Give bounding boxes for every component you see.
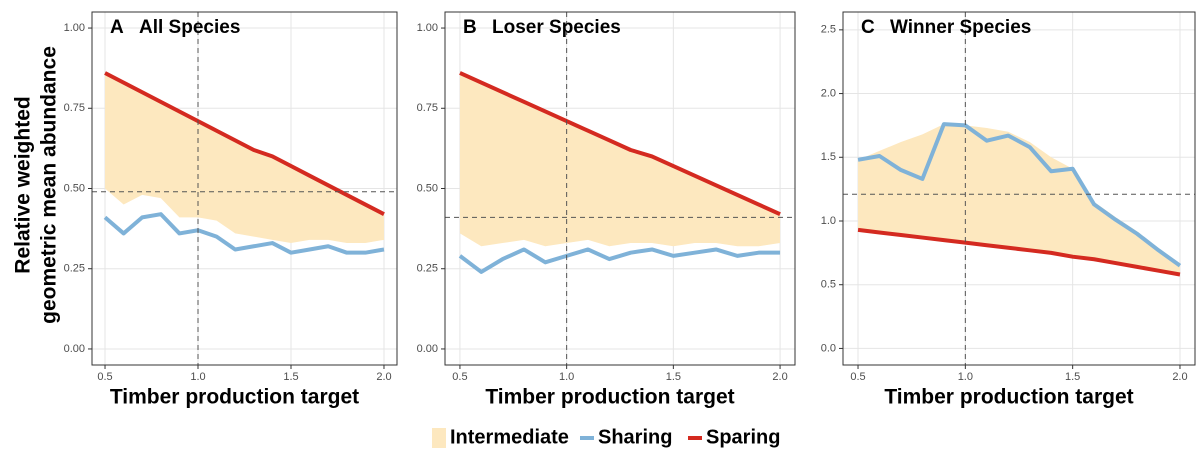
intermediate-band [459, 72, 781, 247]
x-tick-label: 0.5 [452, 371, 467, 383]
series-line [857, 122, 1182, 268]
y-tick-label: 0.75 [417, 102, 438, 114]
x-tick-label: 1.0 [190, 371, 205, 383]
x-tick-label: 1.5 [666, 371, 681, 383]
x-tick-label: 1.5 [283, 371, 298, 383]
x-axis-label: Timber production target [884, 386, 1133, 409]
x-tick-label: 1.5 [1065, 371, 1080, 383]
series-line [857, 227, 1181, 277]
y-tick-label: 0.25 [417, 263, 438, 275]
x-tick-label: 0.5 [97, 371, 112, 383]
series-line [103, 212, 385, 255]
y-tick-label: 0.50 [417, 182, 438, 194]
panel-label: C [861, 17, 875, 38]
intermediate-band [858, 124, 1180, 275]
y-tick-label: 0.25 [64, 263, 85, 275]
panel-label: A [110, 17, 124, 38]
y-tick-label: 0.00 [64, 343, 85, 355]
y-tick-label: 0.50 [64, 182, 85, 194]
y-tick-label: 1.0 [821, 215, 836, 227]
x-tick-label: 2.0 [1172, 371, 1187, 383]
x-tick-label: 2.0 [772, 371, 787, 383]
x-tick-label: 0.5 [850, 371, 865, 383]
legend-label: Sharing [598, 426, 672, 448]
panel-label: B [463, 17, 477, 38]
y-tick-label: 1.5 [821, 151, 836, 163]
panel-title: Winner Species [890, 17, 1031, 38]
y-tick-label: 0.5 [821, 279, 836, 291]
y-tick-label: 0.00 [417, 343, 438, 355]
x-axis-label: Timber production target [110, 386, 359, 409]
series-line [459, 71, 781, 216]
plot-border [91, 11, 398, 366]
y-tick-label: 2.0 [821, 87, 836, 99]
x-tick-label: 2.0 [376, 371, 391, 383]
x-tick-label: 1.0 [559, 371, 574, 383]
plot-border [444, 11, 796, 366]
plot-border [842, 11, 1196, 366]
y-tick-label: 2.5 [821, 24, 836, 36]
y-tick-label: 1.00 [417, 22, 438, 34]
legend-label: Sparing [706, 426, 780, 448]
x-tick-label: 1.0 [958, 371, 973, 383]
series-line [458, 247, 781, 274]
y-tick-label: 0.0 [821, 342, 836, 354]
legend-label: Intermediate [450, 426, 569, 448]
x-axis-label: Timber production target [485, 386, 734, 409]
y-axis-label: Relative weighted [12, 96, 35, 273]
y-tick-label: 0.75 [64, 102, 85, 114]
panel-title: All Species [139, 17, 240, 38]
intermediate-band [105, 72, 384, 244]
y-tick-label: 1.00 [64, 22, 85, 34]
legend-swatch [432, 428, 446, 448]
series-line [104, 71, 385, 216]
y-axis-label: geometric mean abundance [38, 46, 61, 324]
panel-title: Loser Species [492, 17, 621, 38]
